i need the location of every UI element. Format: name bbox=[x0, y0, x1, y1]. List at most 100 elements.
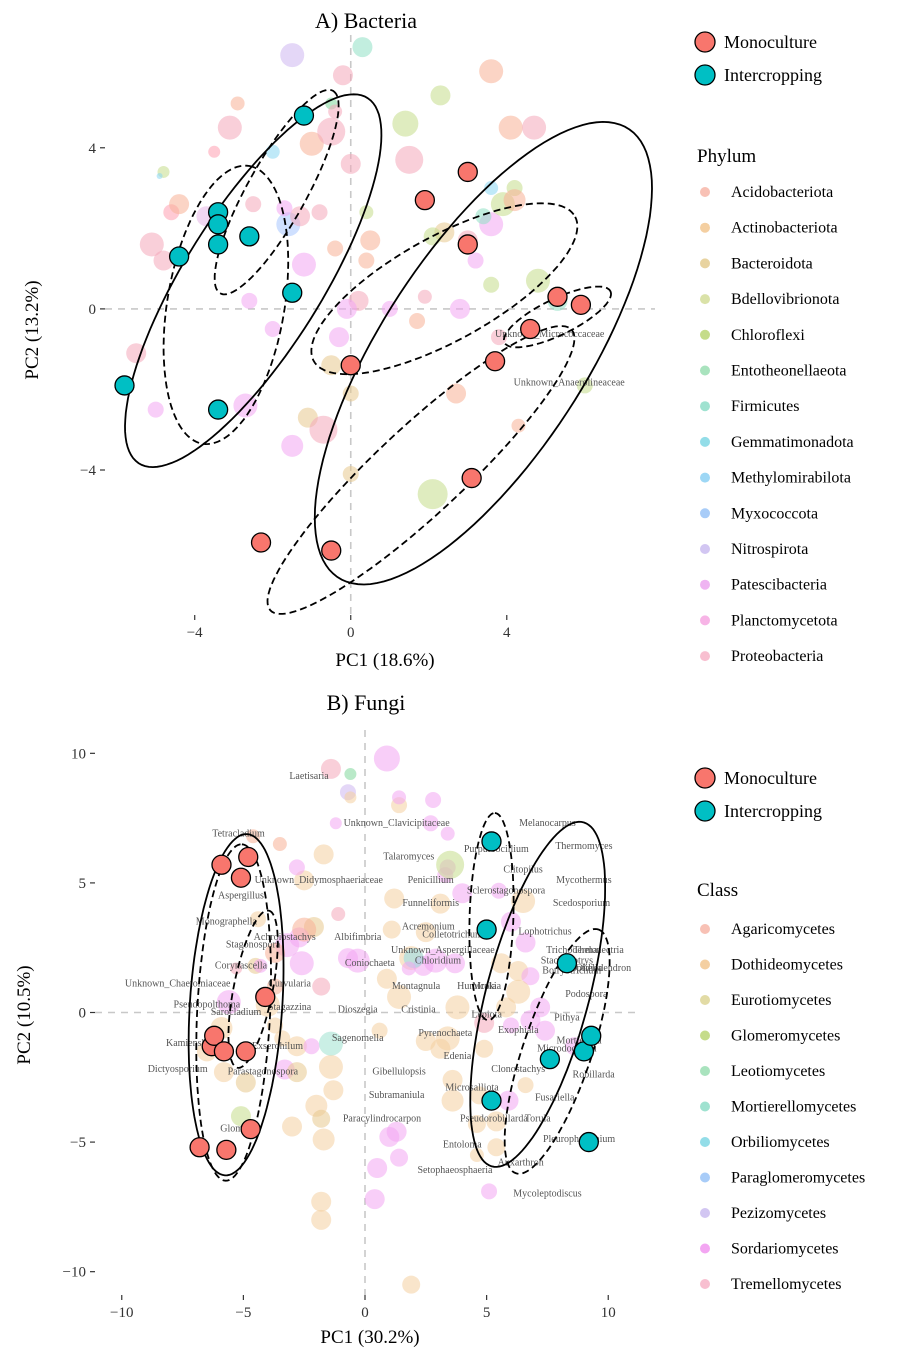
intercropping-point bbox=[481, 831, 502, 852]
taxon-label: Mycoleptodiscus bbox=[513, 1189, 581, 1200]
taxon-label: Pithya bbox=[554, 1012, 580, 1023]
ellipse-dashed bbox=[213, 88, 340, 296]
treatment-legend: Monoculture Intercropping bbox=[694, 31, 822, 86]
ellipse-dashed bbox=[468, 812, 515, 1022]
taxon-point bbox=[511, 418, 526, 433]
legend-entry-label: Bdellovibrionota bbox=[731, 291, 839, 308]
monoculture-point bbox=[457, 161, 478, 183]
taxon-point bbox=[286, 1036, 307, 1057]
treatment-legend: Monoculture Intercropping bbox=[694, 767, 822, 822]
taxon-point bbox=[139, 232, 164, 257]
confidence-ellipses bbox=[187, 812, 611, 1182]
taxon-label: Unknown_Aspergillaceae bbox=[391, 945, 495, 956]
taxon-label: Talaromyces bbox=[383, 852, 434, 863]
legend-entry-label: Pezizomycetes bbox=[731, 1205, 826, 1222]
taxon-point bbox=[342, 466, 359, 483]
y-tick-label: 0 bbox=[79, 1006, 87, 1022]
taxon-point bbox=[409, 312, 426, 329]
taxon-point bbox=[382, 920, 401, 939]
legend-entry-label: Orbiliomycetes bbox=[731, 1134, 830, 1151]
taxon-label: Thermomyces bbox=[555, 841, 612, 852]
taxon-point bbox=[364, 1189, 385, 1210]
taxon-point bbox=[329, 817, 342, 830]
legend-entry-label: Methylomirabilota bbox=[731, 470, 851, 487]
monoculture-point bbox=[213, 1041, 235, 1062]
x-tick-label: 4 bbox=[503, 625, 511, 641]
intercropping-point bbox=[578, 1131, 599, 1153]
legend-entry-label: Tremellomycetes bbox=[731, 1276, 842, 1293]
taxon-label: Unknown_Clavicipitaceae bbox=[344, 818, 451, 829]
chart-title: A) Bacteria bbox=[315, 8, 417, 33]
x-axis-label: PC1 (30.2%) bbox=[320, 1327, 419, 1348]
taxon-point bbox=[475, 1039, 494, 1058]
ellipse-solid bbox=[313, 120, 653, 586]
taxon-point bbox=[253, 958, 268, 973]
taxon-point bbox=[384, 888, 405, 909]
taxon-point bbox=[169, 194, 190, 215]
monoculture-point bbox=[520, 318, 541, 340]
taxon-point bbox=[311, 1209, 332, 1230]
legend-entry-label: Sordariomycetes bbox=[731, 1241, 839, 1258]
taxon-point bbox=[469, 1148, 484, 1163]
taxon-point bbox=[336, 298, 357, 319]
taxon-label: Chloridium bbox=[415, 955, 461, 966]
confidence-ellipses bbox=[124, 88, 653, 615]
monoculture-point bbox=[189, 1137, 210, 1158]
x-tick-label: −4 bbox=[187, 625, 203, 641]
legend-swatch bbox=[700, 1137, 710, 1147]
monoculture-point bbox=[321, 540, 342, 561]
x-tick-label: 0 bbox=[361, 1305, 369, 1321]
taxon-point bbox=[208, 145, 221, 158]
taxon-point bbox=[327, 240, 344, 257]
taxon-label: Sclerostagonospora bbox=[467, 885, 546, 896]
taxon-point bbox=[299, 131, 324, 156]
taxon-label: Robillarda bbox=[573, 1069, 616, 1080]
legend-swatch bbox=[700, 472, 710, 483]
taxon-label: Mycothermus bbox=[556, 875, 612, 886]
legend-title: Class bbox=[697, 880, 738, 901]
intercropping-point bbox=[239, 226, 260, 247]
taxon-label: Unknown_Anaerolineaceae bbox=[514, 377, 626, 388]
taxon-label: Funneliformis bbox=[402, 898, 459, 909]
taxon-point bbox=[417, 479, 448, 510]
y-tick-label: 0 bbox=[89, 302, 97, 318]
legend-swatch bbox=[700, 544, 710, 554]
taxon-point bbox=[320, 758, 341, 779]
intercropping-point bbox=[282, 282, 303, 303]
taxon-point bbox=[291, 252, 316, 277]
taxon-label: Montagnula bbox=[392, 981, 441, 992]
taxon-point bbox=[344, 768, 357, 781]
legend-entry-label: Acidobacteriota bbox=[731, 184, 833, 201]
taxon-point bbox=[272, 837, 287, 852]
taxon-point bbox=[344, 791, 357, 804]
intercropping-point bbox=[581, 1025, 602, 1046]
taxon-point bbox=[280, 43, 305, 68]
taxon-point bbox=[490, 882, 507, 899]
y-axis-label: PC2 (10.5%) bbox=[14, 965, 35, 1064]
taxon-point bbox=[441, 1089, 464, 1112]
taxon-label: Kamienskia bbox=[166, 1038, 214, 1049]
monoculture-point bbox=[547, 286, 568, 307]
taxon-point bbox=[352, 37, 373, 58]
legend-entry-label: Agaricomycetes bbox=[731, 921, 835, 938]
legend-entry-label: Leotiomycetes bbox=[731, 1063, 825, 1080]
taxon-point bbox=[332, 65, 353, 86]
taxon-point bbox=[452, 883, 473, 904]
taxon-label: Penicillium bbox=[408, 875, 454, 886]
monoculture-point bbox=[240, 1118, 261, 1140]
taxon-point bbox=[442, 1069, 463, 1090]
monoculture-point bbox=[204, 1025, 225, 1046]
taxon-label: Curvularia bbox=[268, 979, 311, 990]
taxon-legend: Phylum Acidobacteriota Actinobacteriota Bac… bbox=[697, 146, 854, 665]
taxon-point bbox=[475, 208, 492, 225]
taxon-legend: Class Agaricomycetes Dothideomycetes Euroti… bbox=[697, 880, 865, 1293]
taxon-point bbox=[312, 977, 331, 996]
intercropping-point bbox=[293, 105, 315, 126]
taxon-point bbox=[506, 979, 531, 1004]
taxon-point bbox=[490, 329, 507, 346]
taxon-point bbox=[525, 268, 550, 293]
legend-entry-label: Planctomycetota bbox=[731, 612, 838, 629]
taxon-label: Scedosporium bbox=[553, 898, 610, 909]
taxon-label: Acremonium bbox=[402, 922, 455, 933]
legend-entry-label: Paraglomeromycetes bbox=[731, 1170, 865, 1187]
